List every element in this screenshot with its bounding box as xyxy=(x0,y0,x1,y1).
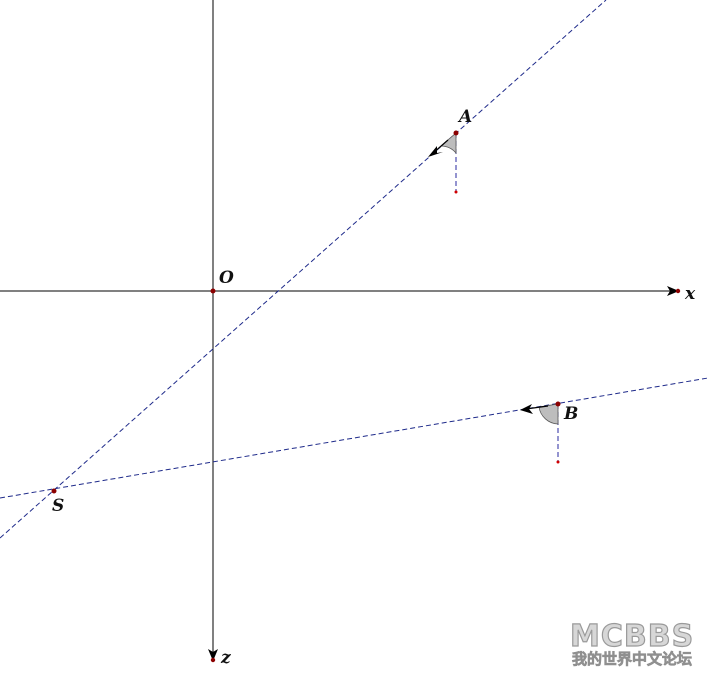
watermark-logo-text: MCBBS xyxy=(570,619,694,654)
watermark-subtitle: 我的世界中文论坛 xyxy=(572,650,692,668)
label-x-axis: x xyxy=(684,284,696,304)
line-SB xyxy=(0,377,708,499)
line-SA xyxy=(0,0,607,539)
point-z-end xyxy=(210,657,216,663)
point-B xyxy=(555,401,561,407)
watermark-logo: MCBBS 我的世界中文论坛 xyxy=(569,618,694,668)
label-origin: O xyxy=(219,268,234,288)
direction-arrow-B xyxy=(520,404,549,414)
point-A-foot xyxy=(454,190,458,194)
point-S xyxy=(51,488,57,494)
label-z-axis: z xyxy=(220,648,231,668)
point-A xyxy=(453,130,459,136)
point-B-foot xyxy=(556,460,560,464)
label-S: S xyxy=(52,496,64,516)
point-O xyxy=(210,288,216,294)
direction-arrow-A xyxy=(428,139,449,157)
point-x-end xyxy=(675,288,681,294)
label-A: A xyxy=(457,107,472,127)
label-B: B xyxy=(563,404,578,424)
angle-marker-A xyxy=(439,132,457,155)
